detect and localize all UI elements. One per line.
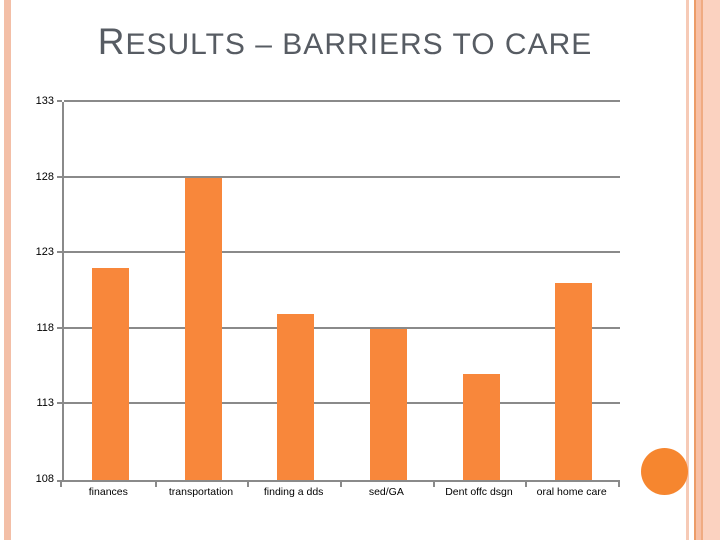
y-axis-tick: [57, 175, 62, 178]
page-title-rest: ESULTS – BARRIERS TO CARE: [125, 28, 593, 61]
gridline: [64, 175, 620, 178]
right-border-stripe: [694, 0, 696, 540]
y-axis-tick: [57, 326, 62, 329]
x-axis-tick: [618, 482, 620, 487]
y-axis-label: 123: [35, 246, 54, 259]
y-axis-label: 113: [36, 397, 54, 410]
x-axis-label: transportation: [168, 486, 234, 498]
x-axis-tick: [340, 482, 342, 487]
y-axis-tick: [57, 402, 62, 405]
right-border-stripe: [686, 0, 689, 540]
gridline: [64, 100, 620, 102]
page-title: RESULTS – BARRIERS TO CARE: [0, 20, 690, 67]
x-axis-tick: [60, 482, 62, 487]
x-axis-tick: [525, 482, 528, 487]
right-border-stripe: [701, 0, 703, 540]
x-axis-tick: [154, 482, 157, 487]
chart-plot-area: [62, 100, 620, 482]
y-axis-tick: [57, 251, 62, 254]
y-axis-label: 108: [35, 473, 54, 485]
y-axis-label: 133: [35, 95, 54, 107]
bar-sed-ga: [369, 328, 407, 480]
slide-number-circle: [641, 448, 688, 495]
gridline: [64, 402, 620, 405]
x-axis-label: oral home care: [536, 486, 607, 498]
left-border-stripe: [4, 0, 11, 540]
bar-oral-home-care: [555, 283, 593, 480]
y-axis-tick: [57, 100, 62, 102]
gridline: [64, 251, 620, 254]
y-axis-label: 128: [35, 170, 54, 183]
x-axis-label: finding a dds: [263, 486, 324, 498]
bar-finding-a-dds: [277, 313, 315, 480]
right-border-stripe: [696, 0, 701, 540]
x-axis-label: finances: [88, 486, 128, 498]
bar-dent-offc-dsgn: [462, 374, 500, 480]
x-axis-label: Dent offc dsgn: [445, 486, 513, 498]
gridline: [64, 326, 620, 329]
y-axis-tick: [57, 480, 62, 482]
x-axis-label: sed/GA: [368, 486, 404, 498]
x-axis-tick: [432, 482, 435, 487]
x-axis-tick: [247, 482, 250, 487]
right-border-stripe: [703, 0, 720, 540]
bar-transportation: [184, 177, 222, 480]
page-title-lead: R: [97, 21, 126, 62]
bar-finances: [91, 268, 129, 480]
y-axis-label: 118: [36, 321, 54, 334]
